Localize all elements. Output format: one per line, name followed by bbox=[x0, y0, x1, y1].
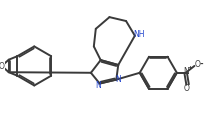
Text: O: O bbox=[194, 60, 200, 70]
Text: O: O bbox=[184, 84, 190, 93]
Text: -: - bbox=[200, 60, 204, 68]
Text: N: N bbox=[115, 75, 121, 84]
Text: N: N bbox=[184, 67, 190, 76]
Text: NH: NH bbox=[133, 30, 145, 39]
Text: O: O bbox=[0, 62, 5, 71]
Text: N: N bbox=[95, 82, 101, 90]
Text: +: + bbox=[187, 65, 192, 70]
